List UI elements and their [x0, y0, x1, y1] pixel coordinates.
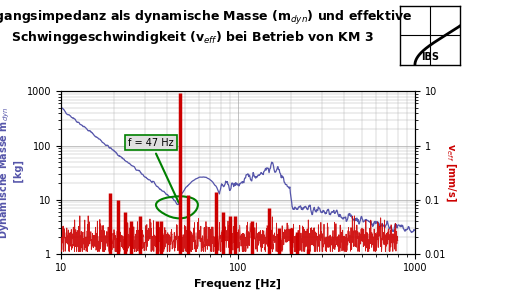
Text: Schwinggeschwindigkeit (v$_{eff}$) bei Betrieb von KM 3: Schwinggeschwindigkeit (v$_{eff}$) bei B…	[11, 30, 373, 47]
Text: f = 47 Hz: f = 47 Hz	[128, 137, 178, 202]
X-axis label: Frequenz [Hz]: Frequenz [Hz]	[194, 279, 281, 289]
Y-axis label: Dynamische Masse m$_{dyn}$
 [kg]: Dynamische Masse m$_{dyn}$ [kg]	[0, 106, 24, 239]
Y-axis label: v$_{eff}$ [mm/s]: v$_{eff}$ [mm/s]	[443, 143, 456, 202]
Text: IBS: IBS	[420, 52, 438, 62]
Text: Eingangsimpedanz als dynamische Masse (m$_{dyn}$) und effektive: Eingangsimpedanz als dynamische Masse (m…	[0, 9, 411, 27]
